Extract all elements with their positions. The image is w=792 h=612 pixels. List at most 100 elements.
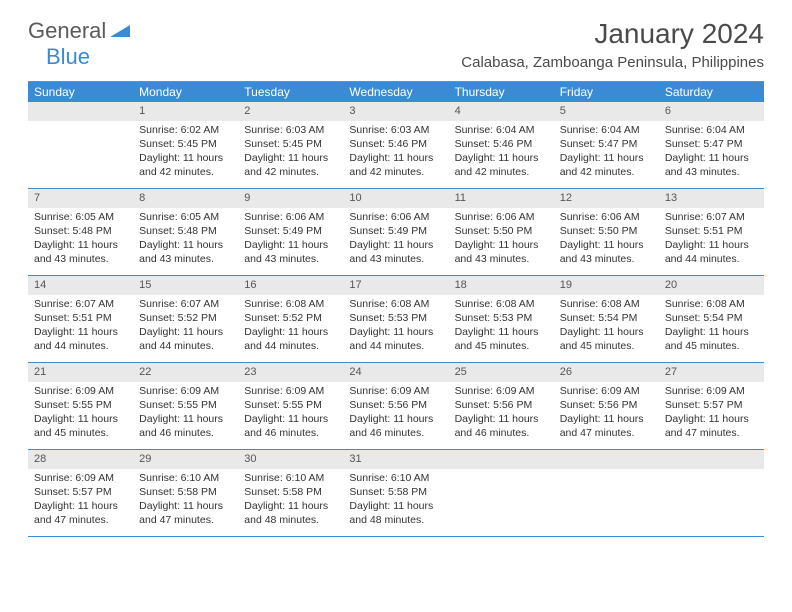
- cell-day-number: [554, 450, 659, 469]
- month-title: January 2024: [461, 18, 764, 50]
- daylight-line: Daylight: 11 hours and 44 minutes.: [34, 325, 127, 353]
- cell-body: Sunrise: 6:09 AMSunset: 5:55 PMDaylight:…: [133, 382, 238, 445]
- sunrise-line: Sunrise: 6:09 AM: [139, 384, 232, 398]
- cell-body: Sunrise: 6:10 AMSunset: 5:58 PMDaylight:…: [343, 469, 448, 532]
- cell-body: Sunrise: 6:09 AMSunset: 5:56 PMDaylight:…: [449, 382, 554, 445]
- sunset-line: Sunset: 5:47 PM: [560, 137, 653, 151]
- cell-day-number: 15: [133, 276, 238, 295]
- daylight-line: Daylight: 11 hours and 46 minutes.: [139, 412, 232, 440]
- cell-body: Sunrise: 6:09 AMSunset: 5:56 PMDaylight:…: [343, 382, 448, 445]
- daylight-line: Daylight: 11 hours and 45 minutes.: [665, 325, 758, 353]
- day-header-cell: Wednesday: [343, 82, 448, 102]
- sunset-line: Sunset: 5:45 PM: [139, 137, 232, 151]
- cell-day-number: 25: [449, 363, 554, 382]
- calendar-cell: 21Sunrise: 6:09 AMSunset: 5:55 PMDayligh…: [28, 363, 133, 449]
- calendar-cell: 29Sunrise: 6:10 AMSunset: 5:58 PMDayligh…: [133, 450, 238, 536]
- daylight-line: Daylight: 11 hours and 42 minutes.: [349, 151, 442, 179]
- sunset-line: Sunset: 5:56 PM: [455, 398, 548, 412]
- sunset-line: Sunset: 5:57 PM: [665, 398, 758, 412]
- cell-body: Sunrise: 6:09 AMSunset: 5:57 PMDaylight:…: [659, 382, 764, 445]
- cell-body: Sunrise: 6:07 AMSunset: 5:52 PMDaylight:…: [133, 295, 238, 358]
- sunrise-line: Sunrise: 6:09 AM: [34, 471, 127, 485]
- day-header-cell: Tuesday: [238, 82, 343, 102]
- day-header-row: SundayMondayTuesdayWednesdayThursdayFrid…: [28, 82, 764, 102]
- cell-body: Sunrise: 6:09 AMSunset: 5:56 PMDaylight:…: [554, 382, 659, 445]
- calendar-cell: 28Sunrise: 6:09 AMSunset: 5:57 PMDayligh…: [28, 450, 133, 536]
- cell-day-number: 1: [133, 102, 238, 121]
- cell-body: Sunrise: 6:08 AMSunset: 5:54 PMDaylight:…: [659, 295, 764, 358]
- sunset-line: Sunset: 5:46 PM: [349, 137, 442, 151]
- cell-day-number: 23: [238, 363, 343, 382]
- cell-body: Sunrise: 6:06 AMSunset: 5:49 PMDaylight:…: [343, 208, 448, 271]
- sunrise-line: Sunrise: 6:09 AM: [665, 384, 758, 398]
- sunset-line: Sunset: 5:57 PM: [34, 485, 127, 499]
- calendar-cell: 30Sunrise: 6:10 AMSunset: 5:58 PMDayligh…: [238, 450, 343, 536]
- cell-day-number: [28, 102, 133, 121]
- cell-body: Sunrise: 6:04 AMSunset: 5:46 PMDaylight:…: [449, 121, 554, 184]
- sunrise-line: Sunrise: 6:04 AM: [665, 123, 758, 137]
- sunrise-line: Sunrise: 6:04 AM: [455, 123, 548, 137]
- cell-day-number: 30: [238, 450, 343, 469]
- calendar-cell: 31Sunrise: 6:10 AMSunset: 5:58 PMDayligh…: [343, 450, 448, 536]
- daylight-line: Daylight: 11 hours and 47 minutes.: [34, 499, 127, 527]
- sunrise-line: Sunrise: 6:09 AM: [244, 384, 337, 398]
- calendar-week: 14Sunrise: 6:07 AMSunset: 5:51 PMDayligh…: [28, 276, 764, 363]
- sunrise-line: Sunrise: 6:06 AM: [560, 210, 653, 224]
- calendar-body: 1Sunrise: 6:02 AMSunset: 5:45 PMDaylight…: [28, 102, 764, 537]
- sunset-line: Sunset: 5:52 PM: [244, 311, 337, 325]
- calendar-cell: 12Sunrise: 6:06 AMSunset: 5:50 PMDayligh…: [554, 189, 659, 275]
- cell-day-number: 6: [659, 102, 764, 121]
- daylight-line: Daylight: 11 hours and 43 minutes.: [34, 238, 127, 266]
- sunrise-line: Sunrise: 6:02 AM: [139, 123, 232, 137]
- sunrise-line: Sunrise: 6:09 AM: [560, 384, 653, 398]
- day-header-cell: Thursday: [449, 82, 554, 102]
- sunset-line: Sunset: 5:45 PM: [244, 137, 337, 151]
- cell-day-number: 12: [554, 189, 659, 208]
- sunrise-line: Sunrise: 6:07 AM: [139, 297, 232, 311]
- sunset-line: Sunset: 5:54 PM: [560, 311, 653, 325]
- title-block: January 2024 Calabasa, Zamboanga Peninsu…: [461, 18, 764, 71]
- calendar-cell: 6Sunrise: 6:04 AMSunset: 5:47 PMDaylight…: [659, 102, 764, 188]
- cell-body: [659, 469, 764, 475]
- calendar-cell: 7Sunrise: 6:05 AMSunset: 5:48 PMDaylight…: [28, 189, 133, 275]
- daylight-line: Daylight: 11 hours and 46 minutes.: [455, 412, 548, 440]
- calendar-cell: 9Sunrise: 6:06 AMSunset: 5:49 PMDaylight…: [238, 189, 343, 275]
- sunrise-line: Sunrise: 6:03 AM: [244, 123, 337, 137]
- sunset-line: Sunset: 5:56 PM: [349, 398, 442, 412]
- cell-body: Sunrise: 6:09 AMSunset: 5:55 PMDaylight:…: [238, 382, 343, 445]
- calendar-cell: 14Sunrise: 6:07 AMSunset: 5:51 PMDayligh…: [28, 276, 133, 362]
- daylight-line: Daylight: 11 hours and 45 minutes.: [34, 412, 127, 440]
- daylight-line: Daylight: 11 hours and 42 minutes.: [244, 151, 337, 179]
- sunset-line: Sunset: 5:54 PM: [665, 311, 758, 325]
- cell-day-number: 2: [238, 102, 343, 121]
- daylight-line: Daylight: 11 hours and 43 minutes.: [560, 238, 653, 266]
- sunset-line: Sunset: 5:58 PM: [244, 485, 337, 499]
- day-header-cell: Saturday: [659, 82, 764, 102]
- daylight-line: Daylight: 11 hours and 43 minutes.: [139, 238, 232, 266]
- sunrise-line: Sunrise: 6:08 AM: [665, 297, 758, 311]
- cell-body: Sunrise: 6:06 AMSunset: 5:49 PMDaylight:…: [238, 208, 343, 271]
- sunset-line: Sunset: 5:52 PM: [139, 311, 232, 325]
- calendar-cell: 26Sunrise: 6:09 AMSunset: 5:56 PMDayligh…: [554, 363, 659, 449]
- sunset-line: Sunset: 5:53 PM: [349, 311, 442, 325]
- location-text: Calabasa, Zamboanga Peninsula, Philippin…: [461, 54, 764, 71]
- cell-body: [554, 469, 659, 475]
- daylight-line: Daylight: 11 hours and 47 minutes.: [665, 412, 758, 440]
- sunrise-line: Sunrise: 6:08 AM: [244, 297, 337, 311]
- day-header-cell: Friday: [554, 82, 659, 102]
- calendar-cell: 4Sunrise: 6:04 AMSunset: 5:46 PMDaylight…: [449, 102, 554, 188]
- sunset-line: Sunset: 5:51 PM: [34, 311, 127, 325]
- daylight-line: Daylight: 11 hours and 43 minutes.: [349, 238, 442, 266]
- sunset-line: Sunset: 5:58 PM: [139, 485, 232, 499]
- cell-day-number: 31: [343, 450, 448, 469]
- sunrise-line: Sunrise: 6:03 AM: [349, 123, 442, 137]
- calendar-cell: 3Sunrise: 6:03 AMSunset: 5:46 PMDaylight…: [343, 102, 448, 188]
- calendar-cell: 5Sunrise: 6:04 AMSunset: 5:47 PMDaylight…: [554, 102, 659, 188]
- cell-body: Sunrise: 6:05 AMSunset: 5:48 PMDaylight:…: [28, 208, 133, 271]
- daylight-line: Daylight: 11 hours and 42 minutes.: [139, 151, 232, 179]
- sunrise-line: Sunrise: 6:06 AM: [244, 210, 337, 224]
- calendar-cell: [28, 102, 133, 188]
- calendar-cell: 17Sunrise: 6:08 AMSunset: 5:53 PMDayligh…: [343, 276, 448, 362]
- sunrise-line: Sunrise: 6:10 AM: [139, 471, 232, 485]
- calendar-week: 28Sunrise: 6:09 AMSunset: 5:57 PMDayligh…: [28, 450, 764, 537]
